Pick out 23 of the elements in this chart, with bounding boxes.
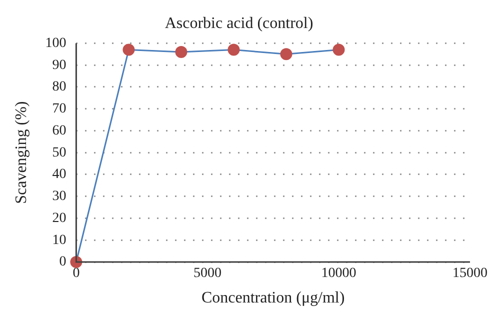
y-tick-label: 80	[52, 80, 66, 95]
chart-title: Ascorbic acid (control)	[164, 14, 314, 32]
x-tick-label: 5000	[193, 266, 222, 282]
y-tick-label: 20	[52, 210, 66, 226]
y-tick-label: 100	[45, 36, 66, 51]
point	[332, 44, 345, 56]
y-tick-label: 40	[52, 167, 66, 182]
y-tick-label: 50	[52, 145, 66, 160]
x-tick-label: 10000	[321, 266, 356, 282]
y-tick-label: 70	[52, 102, 66, 117]
x-tick-label: 15000	[452, 266, 488, 282]
y-tick-label: 60	[52, 123, 66, 138]
point	[228, 44, 240, 56]
y-axis-title: Scavenging (%)	[12, 101, 30, 204]
point	[280, 48, 292, 60]
point	[122, 44, 135, 56]
y-tick-label: 30	[52, 189, 66, 204]
y-tick-label: 0	[59, 254, 66, 270]
x-axis-title: Concentration (μg/ml)	[201, 290, 345, 307]
y-tick-label: 90	[52, 58, 66, 73]
point	[175, 46, 188, 58]
x-tick-label: 0	[72, 266, 80, 282]
y-tick-label: 10	[52, 232, 66, 248]
